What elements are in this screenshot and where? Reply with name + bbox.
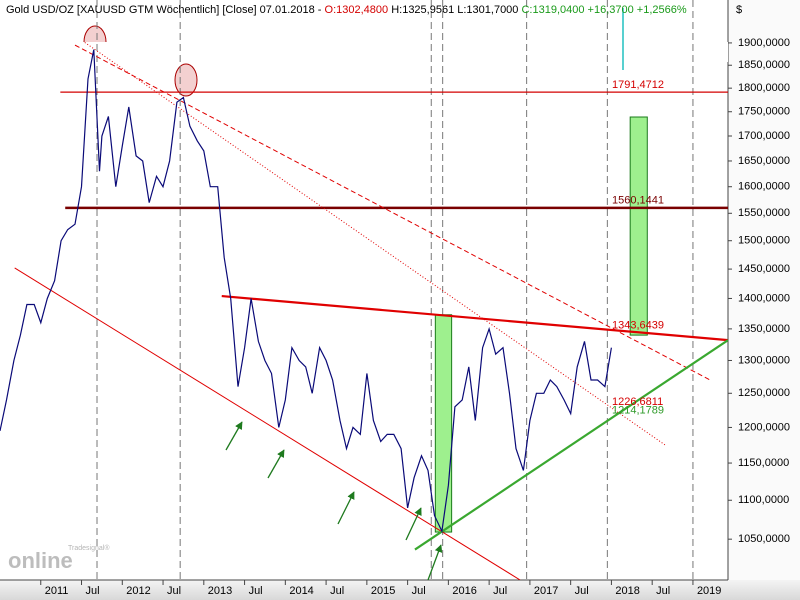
y-tick-label: 1550,0000 [738, 207, 790, 219]
x-tick-label: 2015 [371, 585, 395, 597]
zone [629, 116, 648, 336]
arrow [225, 421, 243, 451]
y-tick-label: 1400,0000 [738, 292, 790, 304]
arrow [267, 449, 285, 479]
x-tick-label: 2017 [534, 585, 558, 597]
y-tick-label: 1750,0000 [738, 106, 790, 118]
currency: $ [736, 4, 742, 16]
price-label: 1343,6439 [612, 320, 664, 332]
price-line [0, 49, 612, 534]
logo: Tradesignal® online [8, 544, 110, 573]
y-tick-label: 1700,0000 [738, 130, 790, 142]
y-tick-label: 1100,0000 [738, 494, 789, 506]
price-label: 1214,1789 [612, 405, 664, 417]
y-tick-label: 1350,0000 [738, 323, 790, 335]
plot-area [0, 0, 728, 580]
x-axis-panel [0, 580, 800, 600]
x-tick-label: 2013 [208, 585, 232, 597]
y-tick-label: 1050,0000 [738, 533, 790, 545]
zone [434, 314, 453, 533]
y-tick-label: 1800,0000 [738, 82, 790, 94]
level-label: 1560,1441 [612, 195, 664, 207]
x-tick-label: Jul [575, 585, 589, 597]
arrow [337, 491, 355, 525]
arrow [427, 544, 443, 581]
y-tick-label: 1200,0000 [738, 421, 790, 433]
x-tick-label: Jul [656, 585, 670, 597]
x-tick-label: Jul [86, 585, 100, 597]
chart-title: Gold USD/OZ [XAUUSD GTM Wöchentlich] [Cl… [6, 4, 687, 16]
x-tick-label: Jul [249, 585, 263, 597]
logo-main: online [8, 548, 73, 573]
y-tick-label: 1900,0000 [738, 37, 790, 49]
trendline [414, 339, 728, 551]
x-tick-label: 2012 [126, 585, 150, 597]
x-tick-label: 2018 [615, 585, 639, 597]
x-tick-label: 2011 [45, 585, 69, 597]
y-tick-label: 1150,0000 [738, 457, 789, 469]
y-tick-label: 1850,0000 [738, 59, 790, 71]
y-axis-panel [728, 0, 800, 600]
x-tick-label: Jul [330, 585, 344, 597]
x-tick-label: 2016 [452, 585, 476, 597]
x-tick-label: Jul [412, 585, 426, 597]
title-main: Gold USD/OZ [XAUUSD GTM Wöchentlich] [Cl… [6, 4, 325, 16]
top-marker [174, 63, 198, 97]
trendline [84, 42, 666, 446]
title-open: O:1302,4800 [325, 4, 389, 16]
y-tick-label: 1250,0000 [738, 387, 790, 399]
arrows [225, 421, 443, 581]
arrow [405, 507, 422, 541]
level-label: 1791,4712 [612, 79, 664, 91]
title-close: C:1319,0400 +16,3700 +1,2566% [521, 4, 686, 16]
y-tick-label: 1600,0000 [738, 181, 790, 193]
x-tick-label: Jul [167, 585, 181, 597]
y-tick-label: 1300,0000 [738, 354, 790, 366]
x-tick-label: 2014 [289, 585, 313, 597]
trendline [221, 294, 728, 342]
y-tick-label: 1650,0000 [738, 155, 790, 167]
y-tick-label: 1450,0000 [738, 263, 790, 275]
x-tick-label: 2019 [697, 585, 721, 597]
price-label: 1226,6811 [612, 396, 663, 408]
trendline [14, 267, 521, 580]
y-tick-label: 1500,0000 [738, 235, 790, 247]
title-high-low: H:1325,9561 L:1301,7000 [388, 4, 521, 16]
mask [0, 42, 728, 62]
logo-top: Tradesignal® [68, 544, 110, 552]
x-tick-label: Jul [493, 585, 507, 597]
